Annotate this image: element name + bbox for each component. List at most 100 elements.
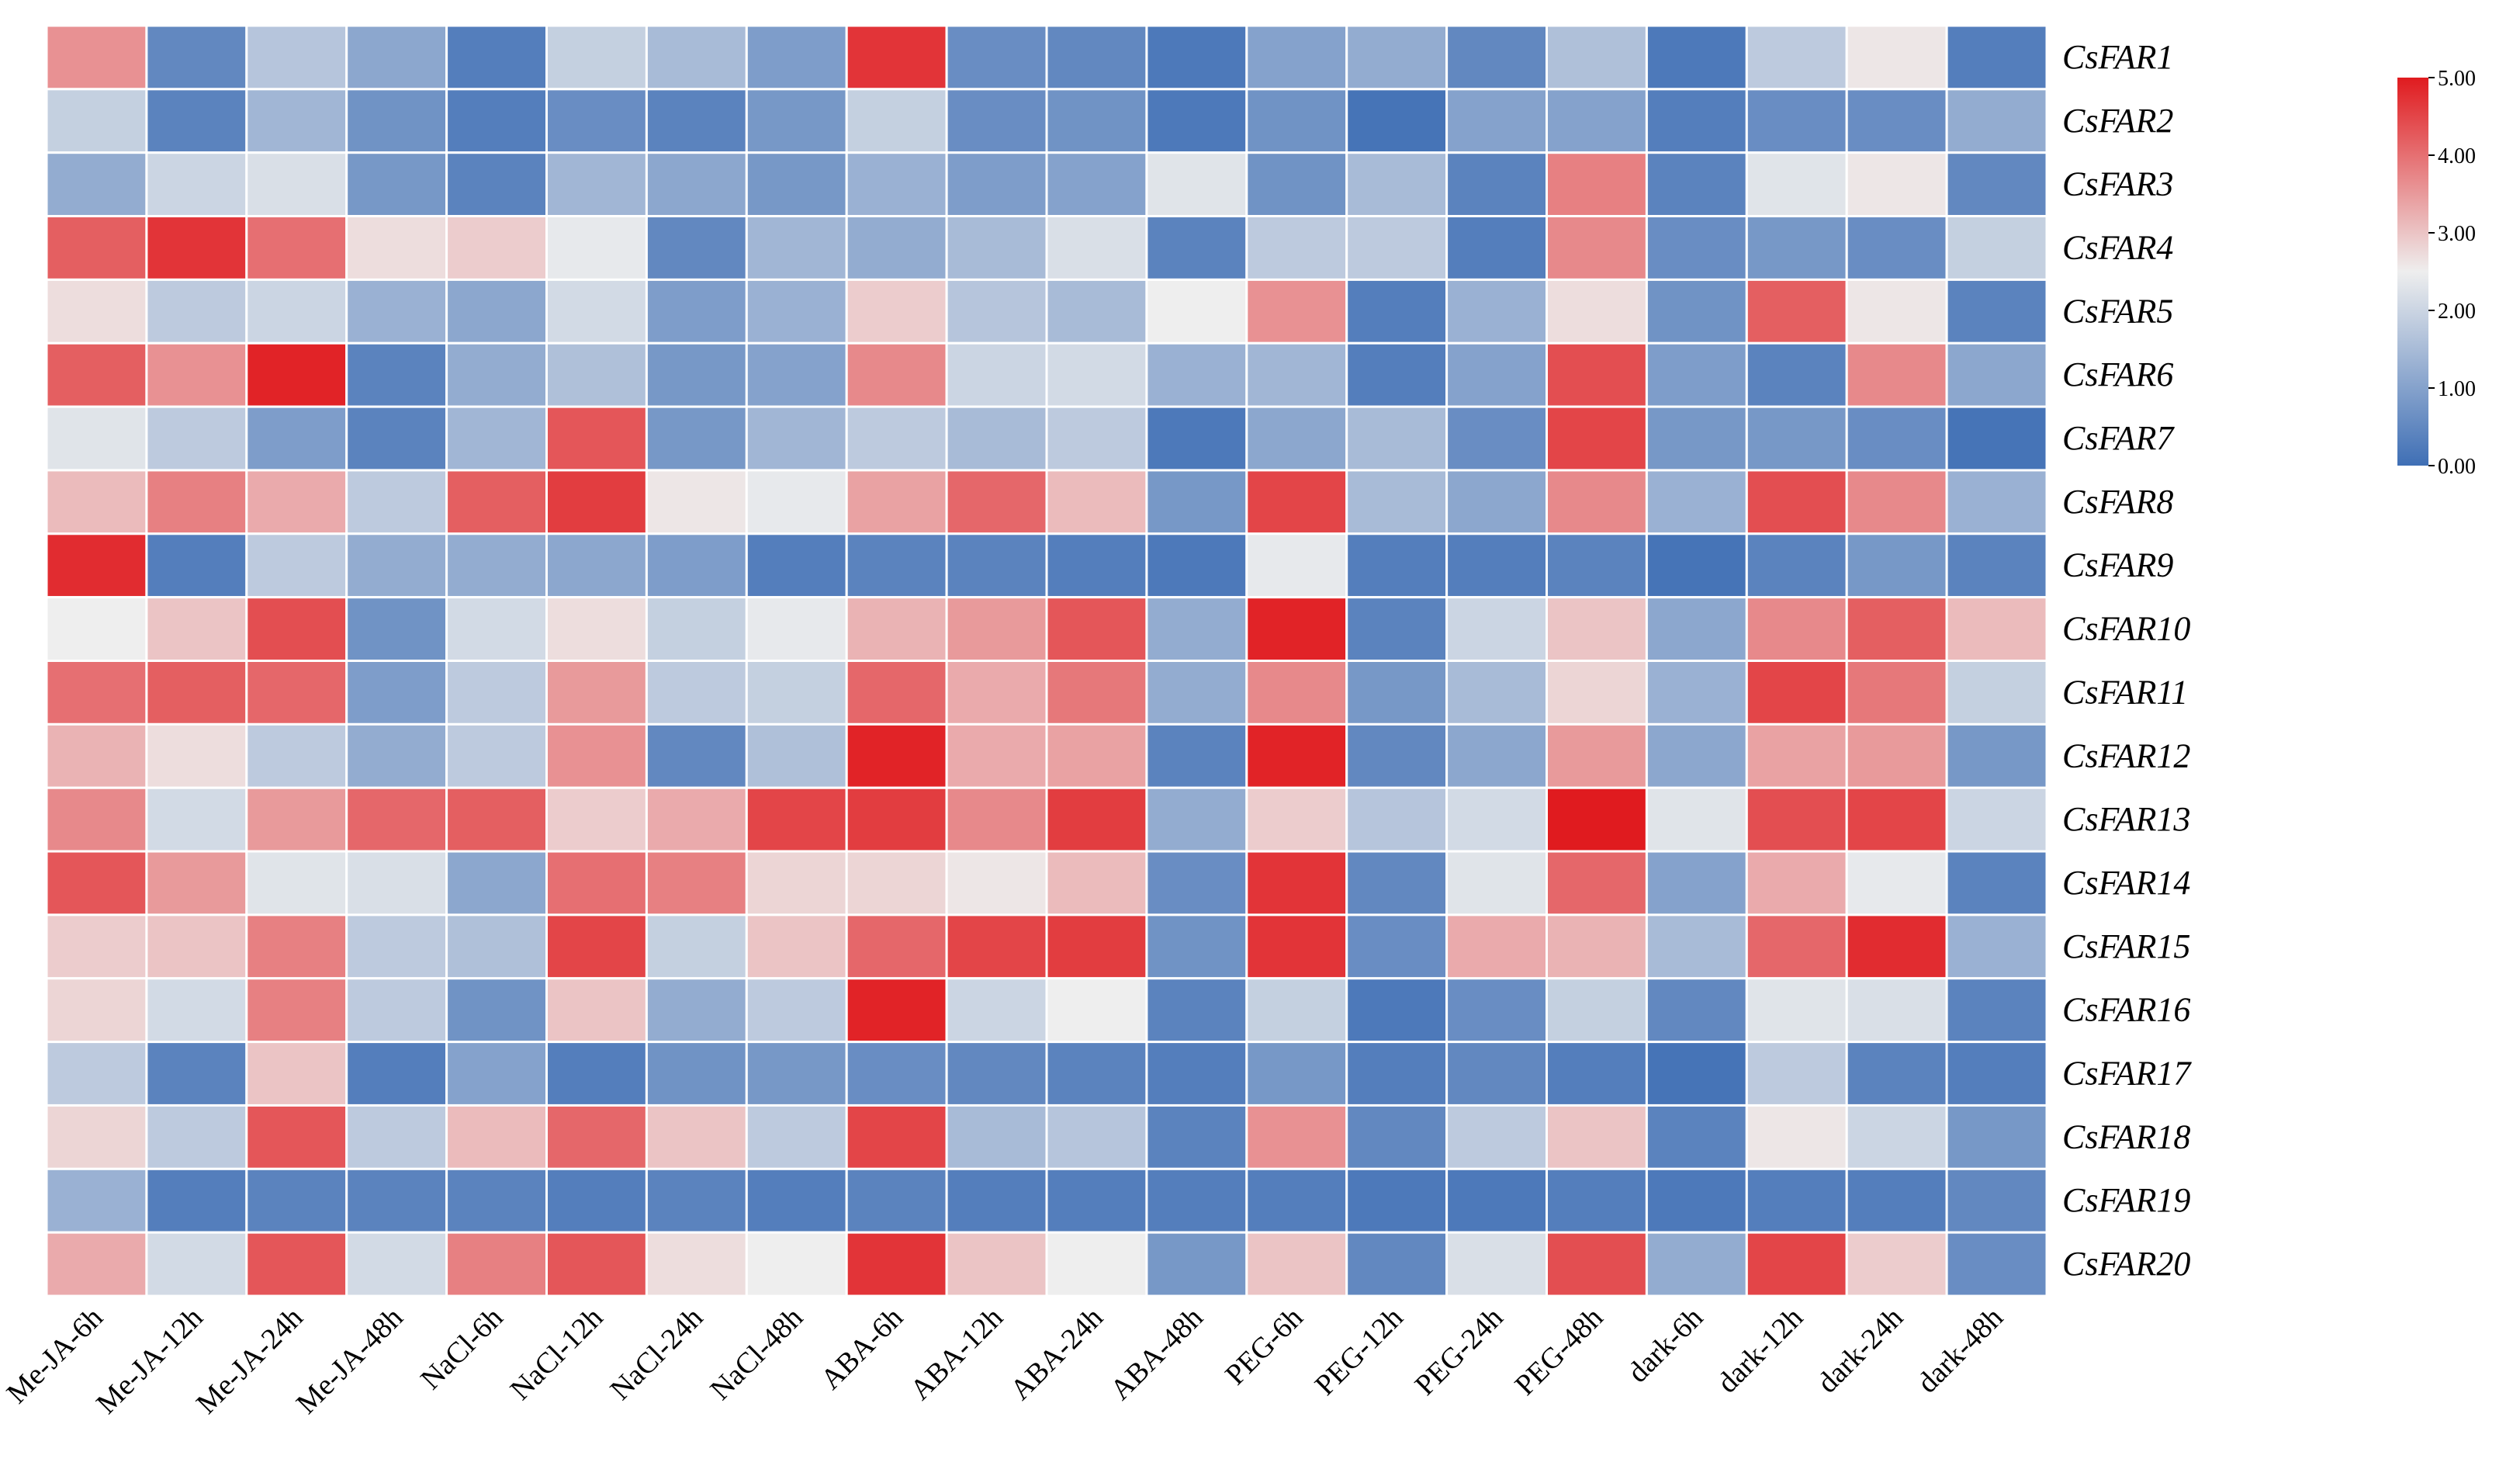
heatmap-cell (1445, 532, 1548, 599)
heatmap-cell (1245, 1167, 1348, 1234)
heatmap-cell (145, 469, 248, 535)
heatmap-cell (1645, 1167, 1748, 1234)
heatmap-cell (45, 405, 148, 472)
heatmap-cell (445, 913, 548, 980)
column-label: NaCl-6h (414, 1301, 509, 1396)
heatmap-cell (1645, 532, 1748, 599)
heatmap-cell (1945, 151, 2048, 218)
heatmap-cell (345, 88, 448, 154)
heatmap-cell (745, 405, 848, 472)
heatmap-cell (45, 786, 148, 853)
heatmap-cell (1245, 850, 1348, 916)
heatmap-cell (1145, 1231, 1248, 1298)
heatmap-cell (545, 532, 648, 599)
heatmap-cell (1645, 660, 1748, 726)
heatmap-cell (1145, 469, 1248, 535)
heatmap-cell (1245, 660, 1348, 726)
heatmap-cell (1445, 215, 1548, 281)
row-label: CsFAR11 (2062, 673, 2188, 711)
heatmap-cell (1546, 88, 1648, 154)
heatmap-cell (1145, 850, 1248, 916)
heatmap-cell (345, 722, 448, 789)
heatmap-cell (1045, 469, 1148, 535)
heatmap-cell (945, 151, 1048, 218)
heatmap-cell (1645, 977, 1748, 1044)
column-label: dark-24h (1811, 1301, 1909, 1400)
heatmap-cell (1145, 341, 1248, 408)
row-label: CsFAR13 (2062, 800, 2190, 838)
heatmap-cell (1845, 469, 1948, 535)
heatmap-cell (745, 469, 848, 535)
heatmap-cell (1745, 1231, 1848, 1298)
heatmap-cell (1045, 24, 1148, 91)
heatmap-cell (1445, 151, 1548, 218)
heatmap-cell (845, 215, 948, 281)
heatmap-cell (545, 786, 648, 853)
heatmap-cell (1745, 88, 1848, 154)
heatmap-cell (1546, 786, 1648, 853)
heatmap-cell (1845, 596, 1948, 663)
heatmap-cell (745, 532, 848, 599)
heatmap-cell (145, 1041, 248, 1107)
heatmap-cell (445, 977, 548, 1044)
heatmap-cell (1145, 1104, 1248, 1170)
heatmap-cell (1345, 215, 1449, 281)
colorbar-tick-label: 0.00 (2438, 455, 2476, 479)
heatmap-cell (145, 850, 248, 916)
heatmap-cell (445, 850, 548, 916)
heatmap-cell (745, 596, 848, 663)
row-label: CsFAR14 (2062, 864, 2190, 902)
heatmap-cell (1045, 278, 1148, 345)
heatmap-cell (745, 1041, 848, 1107)
heatmap-cell (1645, 88, 1748, 154)
column-label: Me-JA-48h (290, 1301, 410, 1421)
heatmap-cell (445, 596, 548, 663)
heatmap-cell (145, 1167, 248, 1234)
heatmap-cell (1145, 722, 1248, 789)
heatmap-cell (45, 532, 148, 599)
heatmap-cell (445, 469, 548, 535)
heatmap-cell (145, 660, 248, 726)
heatmap-cell (1945, 469, 2048, 535)
heatmap-cell (445, 405, 548, 472)
heatmap-cell (845, 469, 948, 535)
heatmap-cell (845, 405, 948, 472)
heatmap-cell (1546, 469, 1648, 535)
heatmap-cell (1745, 341, 1848, 408)
heatmap-cell (145, 532, 248, 599)
heatmap-cell (745, 977, 848, 1044)
heatmap-cell (1145, 532, 1248, 599)
heatmap-cell (545, 1167, 648, 1234)
heatmap-cell (545, 88, 648, 154)
heatmap-cell (545, 1231, 648, 1298)
heatmap-cell (1145, 151, 1248, 218)
heatmap-cell (1345, 1041, 1449, 1107)
heatmap-cell (1546, 341, 1648, 408)
heatmap-cell (145, 722, 248, 789)
heatmap-cell (1345, 977, 1449, 1044)
heatmap-cell (1645, 24, 1748, 91)
column-label: NaCl-12h (504, 1301, 610, 1407)
column-label: ABA-6h (815, 1301, 909, 1396)
heatmap-cell (1345, 532, 1449, 599)
heatmap-cell (1445, 341, 1548, 408)
heatmap-cell (145, 405, 248, 472)
heatmap-cell (1245, 1104, 1348, 1170)
heatmap-cell (1445, 660, 1548, 726)
row-label: CsFAR20 (2062, 1245, 2190, 1283)
heatmap-cell (1045, 1041, 1148, 1107)
heatmap-cell (745, 660, 848, 726)
heatmap-cell (145, 341, 248, 408)
heatmap-cell (445, 1231, 548, 1298)
heatmap-cell (1145, 88, 1248, 154)
heatmap-cell (745, 341, 848, 408)
heatmap-cell (845, 786, 948, 853)
heatmap-cell (1445, 469, 1548, 535)
heatmap-cell (345, 24, 448, 91)
heatmap-cell (1546, 660, 1648, 726)
heatmap-cell (1745, 405, 1848, 472)
heatmap-cell (1345, 722, 1449, 789)
row-label: CsFAR8 (2062, 483, 2173, 521)
heatmap-cell (545, 341, 648, 408)
heatmap-cell (1245, 532, 1348, 599)
